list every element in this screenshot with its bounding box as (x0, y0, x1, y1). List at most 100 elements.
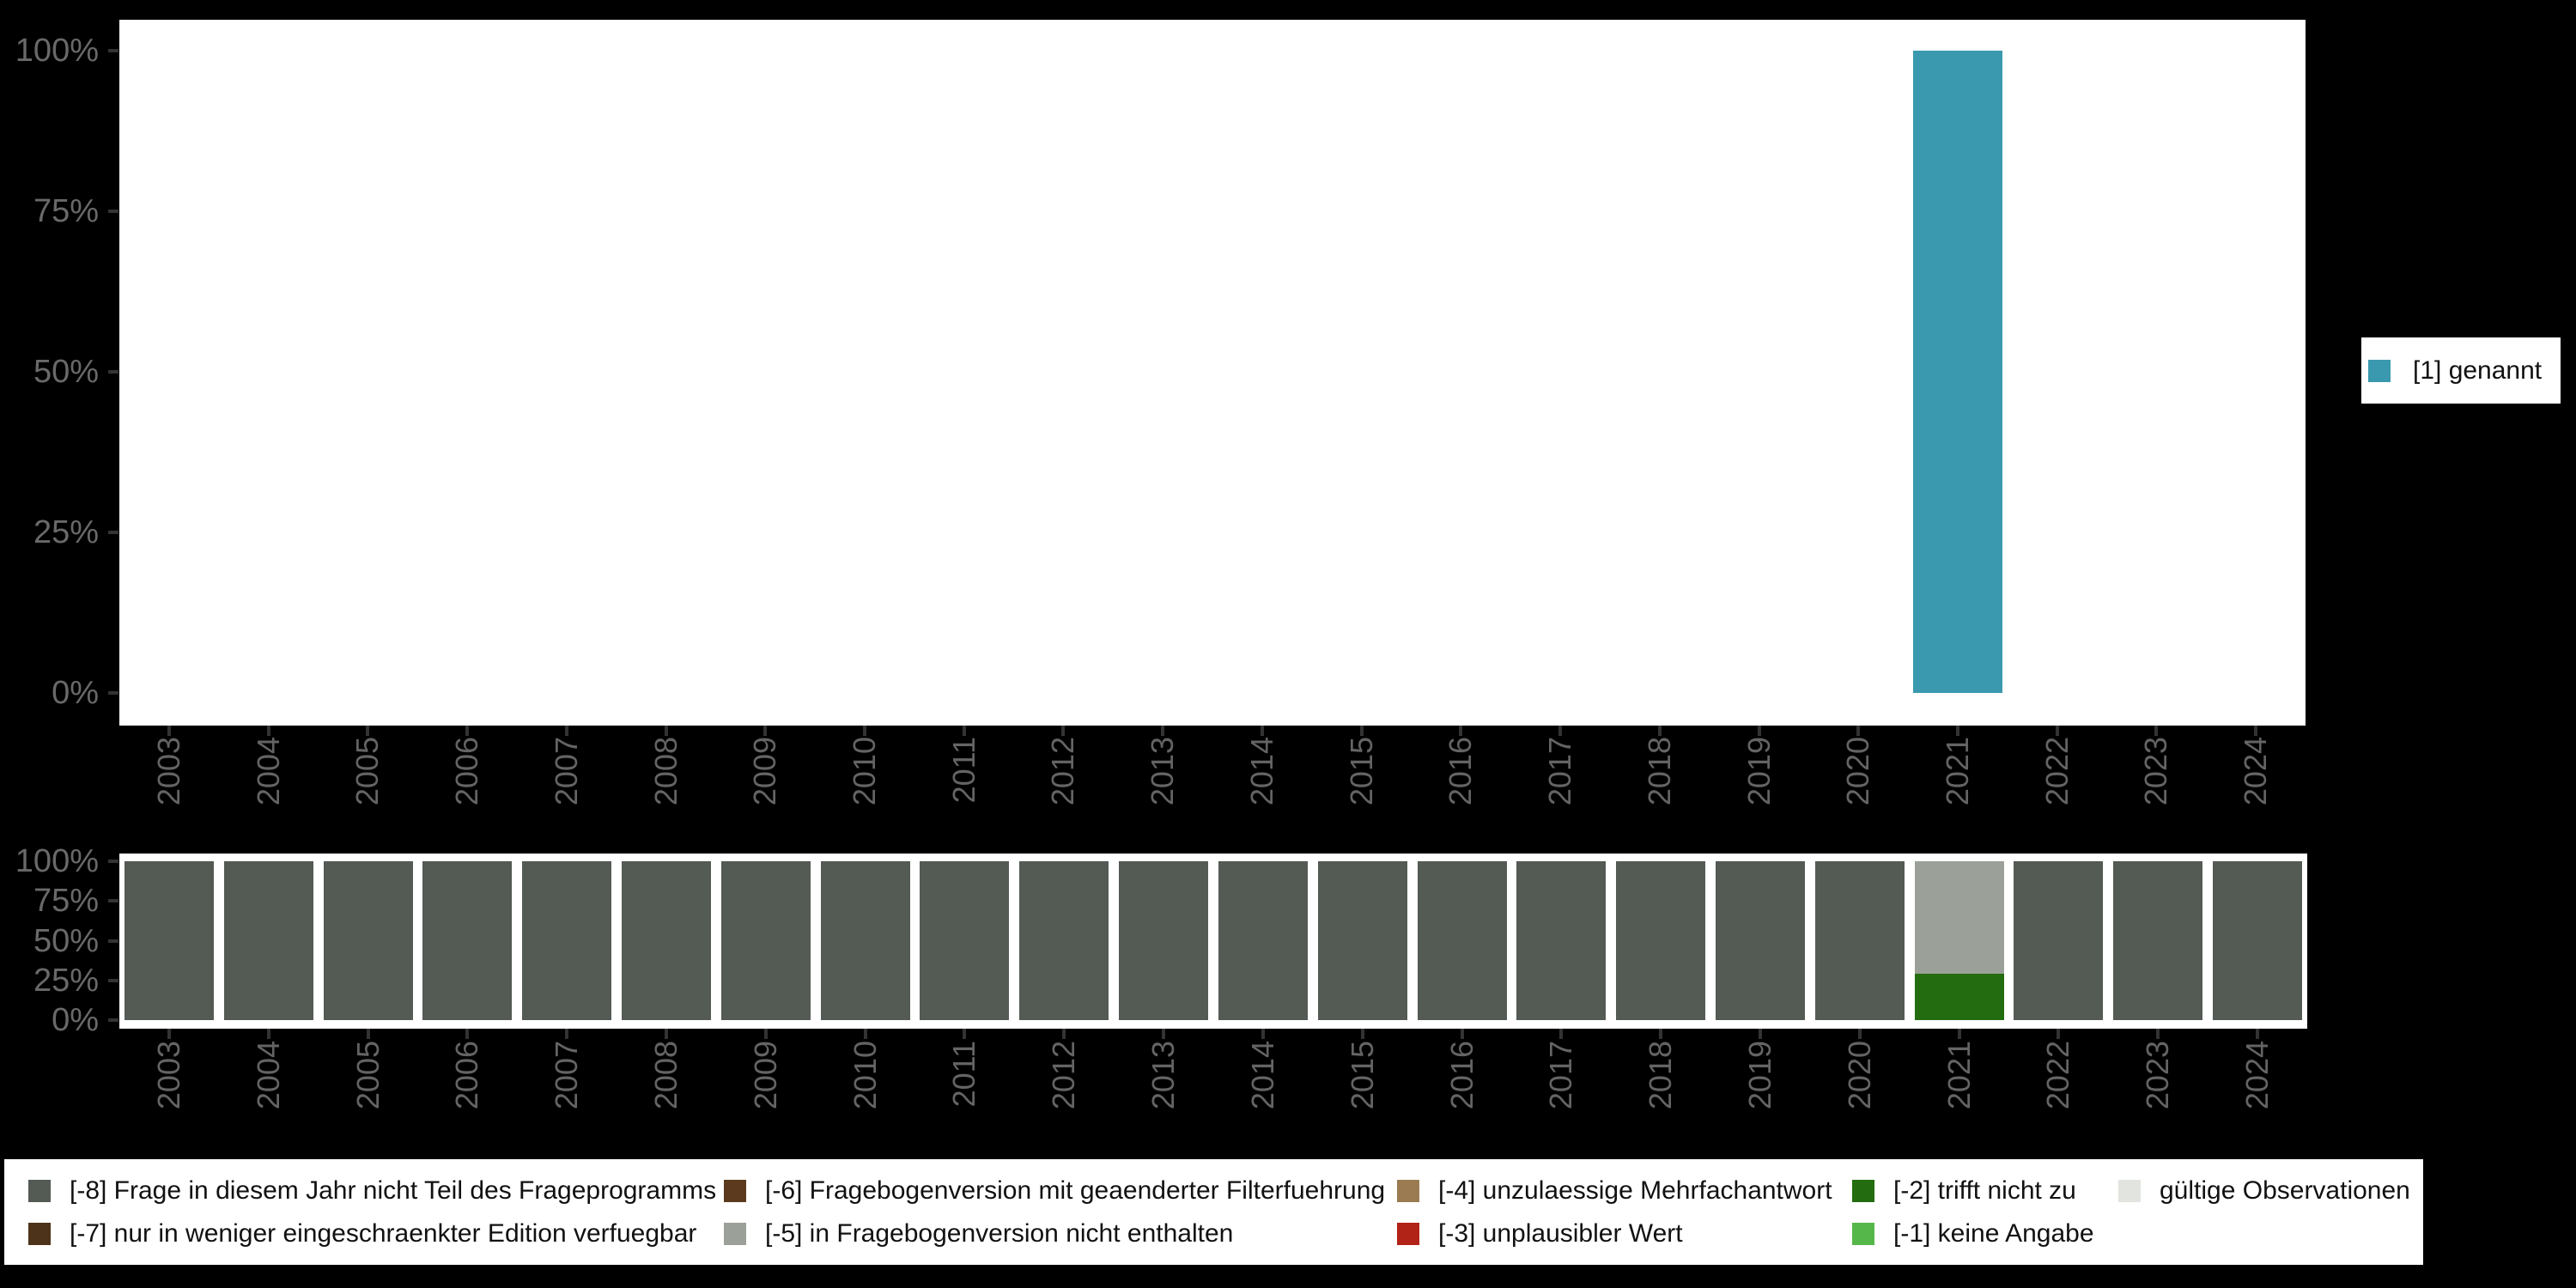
legend-swatch (28, 1222, 51, 1245)
legend-swatch (1397, 1179, 1419, 1202)
x-axis-label: 2022 (2038, 737, 2075, 806)
x-axis-tick (763, 1029, 768, 1039)
x-axis-label: 2012 (1045, 737, 1081, 806)
x-axis-label: 2009 (747, 1041, 783, 1110)
y-axis-label: 100% (15, 33, 99, 69)
x-axis-tick (1857, 1029, 1862, 1039)
x-axis-tick (1657, 726, 1662, 736)
x-axis-tick (1359, 726, 1364, 736)
x-axis-label: 2017 (1542, 737, 1578, 806)
x-axis-tick (963, 1029, 967, 1039)
legend-column: [-6] Fragebogenversion mit geaenderter F… (724, 1159, 1385, 1265)
x-axis-label: 2016 (1443, 1041, 1479, 1110)
y-axis-tick (108, 899, 118, 903)
x-axis-tick (2254, 726, 2258, 736)
x-axis-tick (1360, 1029, 1364, 1039)
x-axis-tick (1162, 1029, 1166, 1039)
legend-item-label: [-6] Fragebogenversion mit geaenderter F… (765, 1176, 1386, 1205)
x-axis-label: 2005 (349, 737, 386, 806)
x-axis-label: 2019 (1742, 1041, 1777, 1110)
x-axis-tick (366, 1029, 370, 1039)
x-axis-label: 2011 (946, 1041, 982, 1108)
legend-item-label: [-3] unplausibler Wert (1438, 1218, 1683, 1248)
y-axis-tick (108, 370, 118, 374)
legend-item: [-3] unplausibler Wert (1397, 1218, 1832, 1248)
x-axis-label: 2004 (250, 737, 286, 806)
x-axis-label: 2008 (648, 1041, 683, 1110)
x-axis-tick (366, 726, 370, 736)
bar-segment-2018 (1616, 861, 1706, 1020)
x-axis-tick (1559, 1029, 1564, 1039)
x-axis-tick (2256, 1029, 2260, 1039)
legend-item: [-4] unzulaessige Mehrfachantwort (1397, 1176, 1832, 1205)
y-axis-label: 100% (15, 843, 99, 879)
x-axis-label: 2007 (549, 1041, 585, 1110)
x-axis-tick (1161, 726, 1165, 736)
legend-item-label: [-4] unzulaessige Mehrfachantwort (1438, 1176, 1832, 1205)
x-axis-label: 2003 (150, 1041, 186, 1110)
y-axis-label: 25% (33, 514, 99, 550)
legend-label-genannt: [1] genannt (2413, 355, 2543, 385)
x-axis-label: 2015 (1344, 1041, 1380, 1110)
x-axis-tick (1061, 726, 1066, 736)
legend-item: [-8] Frage in diesem Jahr nicht Teil des… (28, 1177, 716, 1204)
x-axis-tick (167, 726, 171, 736)
x-axis-label: 2024 (2238, 737, 2274, 806)
x-axis-label: 2010 (847, 1041, 883, 1110)
bar-segment-2012 (1019, 861, 1109, 1020)
x-axis-tick (1260, 726, 1264, 736)
x-axis-tick (1757, 726, 1761, 736)
bar-segment-2014 (1218, 861, 1308, 1020)
x-axis-label: 2007 (548, 737, 584, 806)
bar-segment-2007 (522, 861, 612, 1020)
x-axis-label: 2013 (1145, 737, 1181, 806)
x-axis-tick (465, 1029, 470, 1039)
x-axis-label: 2012 (1046, 1041, 1082, 1110)
x-axis-tick (1062, 1029, 1066, 1039)
legend-item: gültige Observationen (2118, 1177, 2410, 1204)
y-axis-tick (108, 978, 118, 982)
x-axis-label: 2015 (1343, 737, 1379, 806)
y-axis-tick (108, 860, 118, 863)
y-axis-label: 75% (33, 883, 99, 920)
x-axis-tick (2156, 1029, 2160, 1039)
bar-segment-2021 (1914, 974, 2004, 1020)
bar-segment-2004 (223, 861, 313, 1020)
bar-segment-2016 (1417, 861, 1507, 1020)
x-axis-label: 2019 (1741, 737, 1777, 806)
bar-segment-2022 (2014, 861, 2104, 1020)
bar-segment-2008 (622, 861, 711, 1020)
bar-segment-2021 (1914, 861, 2004, 975)
x-axis-tick (862, 726, 866, 736)
legend-item-label: [-7] nur in weniger eingeschraenkter Edi… (70, 1218, 697, 1248)
bar-segment-2006 (422, 861, 513, 1020)
bar-segment-2019 (1716, 861, 1805, 1020)
bar-segment-2021 (1912, 51, 2002, 693)
x-axis-label: 2010 (846, 737, 882, 806)
legend-swatch-genannt (2368, 359, 2391, 382)
legend-item-label: [-5] in Fragebogenversion nicht enthalte… (765, 1218, 1234, 1248)
x-axis-label: 2009 (747, 737, 783, 806)
y-axis-label: 50% (33, 922, 99, 959)
x-axis-label: 2005 (349, 1041, 386, 1110)
bar-segment-2017 (1516, 861, 1607, 1020)
legend-item: [-1] keine Angabe (1852, 1220, 2094, 1247)
legend-item: [-5] in Fragebogenversion nicht enthalte… (724, 1218, 1385, 1248)
y-axis-tick (108, 531, 118, 534)
y-axis-label: 0% (52, 675, 99, 711)
legend-swatch (1852, 1179, 1874, 1202)
bar-segment-2005 (323, 861, 413, 1020)
x-axis-label: 2006 (449, 737, 485, 806)
legend-item: [-7] nur in weniger eingeschraenkter Edi… (28, 1218, 716, 1248)
x-axis-tick (564, 726, 568, 736)
x-axis-tick (1957, 1029, 1961, 1039)
x-axis-label: 2011 (945, 737, 981, 804)
bar-segment-2011 (920, 861, 1010, 1020)
legend-swatch (28, 1179, 51, 1202)
y-axis-tick (108, 939, 118, 943)
x-axis-label: 2006 (449, 1041, 485, 1110)
legend-item: [-2] trifft nicht zu (1852, 1177, 2094, 1204)
x-axis-label: 2022 (2040, 1041, 2076, 1110)
bar-segment-2020 (1814, 861, 1905, 1020)
